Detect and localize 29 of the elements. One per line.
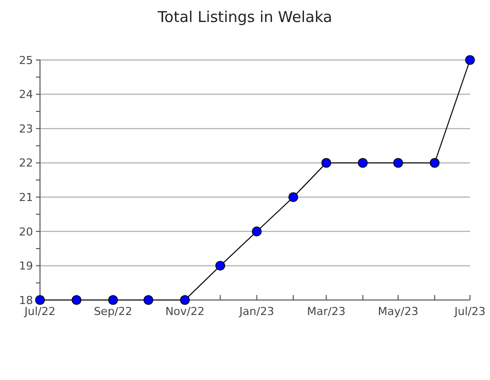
chart-title: Total Listings in Welaka (156, 8, 332, 26)
x-tick-label: Jan/23 (238, 305, 274, 318)
point (143, 295, 154, 305)
point (358, 158, 368, 168)
x-tick-label: Mar/23 (307, 305, 346, 318)
point (108, 295, 118, 305)
x-tick-label: Jul/22 (24, 305, 56, 318)
y-tick-label: 19 (19, 260, 33, 273)
x-tick-label: Nov/22 (165, 305, 204, 318)
point (35, 295, 45, 305)
y-tick-label: 23 (19, 122, 33, 136)
x-tick-label: Jul/23 (454, 305, 486, 318)
y-tick-label: 24 (19, 88, 33, 102)
y-tick-label: 22 (19, 156, 33, 170)
x-tick-label: May/23 (378, 305, 418, 318)
point (430, 158, 440, 168)
point (321, 158, 332, 168)
point (393, 158, 404, 168)
y-tick-label: 20 (19, 225, 33, 238)
y-tick-label: 25 (19, 54, 33, 67)
y-tick-label: 18 (19, 294, 33, 307)
point (215, 260, 226, 271)
y-tick-label: 21 (19, 190, 33, 204)
point (72, 295, 82, 305)
x-tick-label: Sep/22 (94, 305, 132, 318)
point (465, 55, 475, 65)
point (252, 226, 262, 236)
point (180, 295, 190, 305)
point (288, 192, 298, 202)
